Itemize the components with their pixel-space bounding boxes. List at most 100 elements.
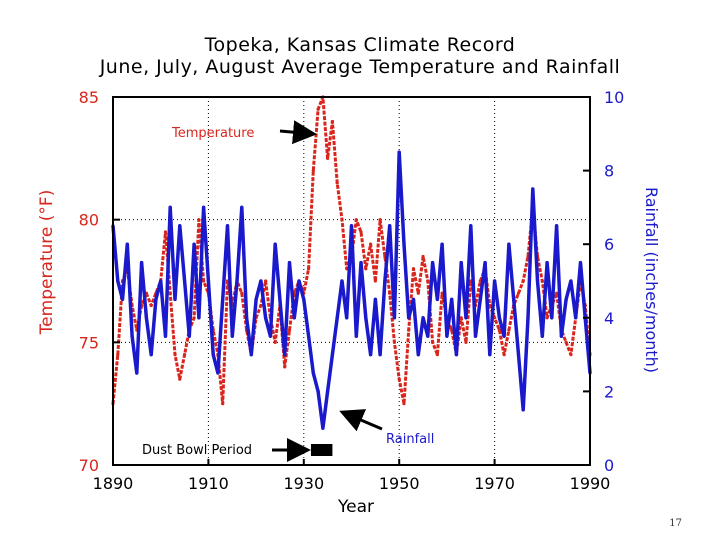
chart-subtitle: June, July, August Average Temperature a… xyxy=(99,56,621,78)
rainfall-point xyxy=(416,353,420,357)
rainfall-point xyxy=(340,279,344,283)
temperature-point xyxy=(388,291,392,295)
y-right-tick-label: 6 xyxy=(604,235,614,254)
temperature-point xyxy=(202,279,206,283)
rainfall-point xyxy=(130,334,134,338)
rainfall-point xyxy=(411,297,416,301)
rainfall-point xyxy=(144,316,148,320)
temperature-point xyxy=(197,218,201,222)
rainfall-point xyxy=(521,408,525,412)
rainfall-point xyxy=(430,261,435,265)
temperature-point xyxy=(426,279,430,283)
temperature-point xyxy=(569,353,573,357)
rainfall-point xyxy=(445,334,449,338)
rainfall-point xyxy=(259,279,263,283)
rainfall-point xyxy=(469,224,473,228)
temperature-point xyxy=(368,242,373,246)
rainfall-point xyxy=(216,371,220,375)
rainfall-point xyxy=(244,316,249,320)
rainfall-annotation: Rainfall xyxy=(386,432,434,447)
rainfall-point xyxy=(254,297,258,301)
rainfall-point xyxy=(459,261,463,265)
rainfall-point xyxy=(359,261,363,265)
rainfall-point xyxy=(135,371,139,375)
rainfall-point xyxy=(268,334,273,338)
temperature-point xyxy=(335,181,339,185)
y-right-tick-label: 8 xyxy=(604,162,614,181)
rainfall-point xyxy=(221,297,225,301)
dust-bowl-period-bar xyxy=(310,444,333,456)
temperature-point xyxy=(273,340,277,344)
temperature-point xyxy=(149,303,153,308)
temperature-point xyxy=(435,353,439,357)
rainfall-point xyxy=(178,224,182,228)
x-tick-label: 1910 xyxy=(188,474,229,493)
temperature-point xyxy=(411,267,416,271)
rainfall-point xyxy=(230,334,234,338)
temperature-point xyxy=(497,328,501,332)
temperature-arrow xyxy=(279,120,317,145)
rainfall-point xyxy=(154,297,158,301)
temperature-point xyxy=(373,279,377,283)
rainfall-point xyxy=(368,353,373,357)
rainfall-point xyxy=(297,279,301,283)
rainfall-point xyxy=(493,279,497,283)
temperature-point xyxy=(502,353,506,357)
rainfall-point xyxy=(388,224,392,228)
temperature-point xyxy=(421,254,425,259)
rainfall-point xyxy=(516,353,521,357)
dust-bowl-annotation: Dust Bowl Period xyxy=(142,443,252,458)
temperature-point xyxy=(392,340,397,344)
rainfall-point xyxy=(440,242,444,246)
temperature-point xyxy=(464,340,468,344)
temperature-point xyxy=(163,230,168,234)
temperature-annotation: Temperature xyxy=(171,126,254,141)
rainfall-point xyxy=(364,316,368,320)
rainfall-point xyxy=(264,316,268,320)
rainfall-point xyxy=(488,353,492,357)
rainfall-point xyxy=(559,334,563,338)
temperature-point xyxy=(316,107,320,111)
rainfall-point xyxy=(197,316,201,320)
temperature-point xyxy=(264,279,268,283)
rainfall-point xyxy=(354,334,358,338)
rainfall-point xyxy=(335,316,339,320)
rainfall-point xyxy=(159,279,163,283)
rainfall-point xyxy=(454,353,459,357)
y-axis-left-label: Temperature (°F) xyxy=(37,190,57,336)
temperature-point xyxy=(326,156,330,160)
x-tick-label: 1950 xyxy=(379,474,420,493)
rainfall-point xyxy=(531,187,535,191)
rainfall-point xyxy=(512,297,516,301)
rainfall-point xyxy=(483,261,487,265)
rainfall-point xyxy=(407,316,411,320)
rainfall-point xyxy=(507,242,511,246)
temperature-point xyxy=(283,365,287,369)
temperature-point xyxy=(378,218,382,222)
temperature-point xyxy=(555,291,559,295)
rainfall-point xyxy=(283,353,287,357)
rainfall-point xyxy=(555,224,559,228)
temperature-point xyxy=(240,291,244,295)
rainfall-point xyxy=(574,316,578,320)
y-left-tick-label: 70 xyxy=(79,456,99,475)
temperature-point xyxy=(259,303,263,308)
rainfall-point xyxy=(287,261,292,265)
temperature-point xyxy=(306,267,311,271)
rainfall-point xyxy=(173,297,177,301)
rainfall-point xyxy=(450,297,454,301)
temperature-point xyxy=(459,316,463,320)
x-tick-label: 1890 xyxy=(93,474,134,493)
temperature-point xyxy=(359,230,363,234)
y-axis-right-label: Rainfall (inches/month) xyxy=(642,187,661,373)
rainfall-point xyxy=(120,297,125,301)
x-tick-label: 1990 xyxy=(570,474,611,493)
series-group xyxy=(111,95,592,430)
rainfall-point xyxy=(202,205,206,209)
rainfall-point xyxy=(435,297,439,301)
temperature-point xyxy=(116,353,120,357)
rainfall-point xyxy=(125,242,129,246)
rainfall-point xyxy=(383,279,387,283)
rainfall-point xyxy=(211,353,215,357)
rainfall-point xyxy=(578,261,583,265)
